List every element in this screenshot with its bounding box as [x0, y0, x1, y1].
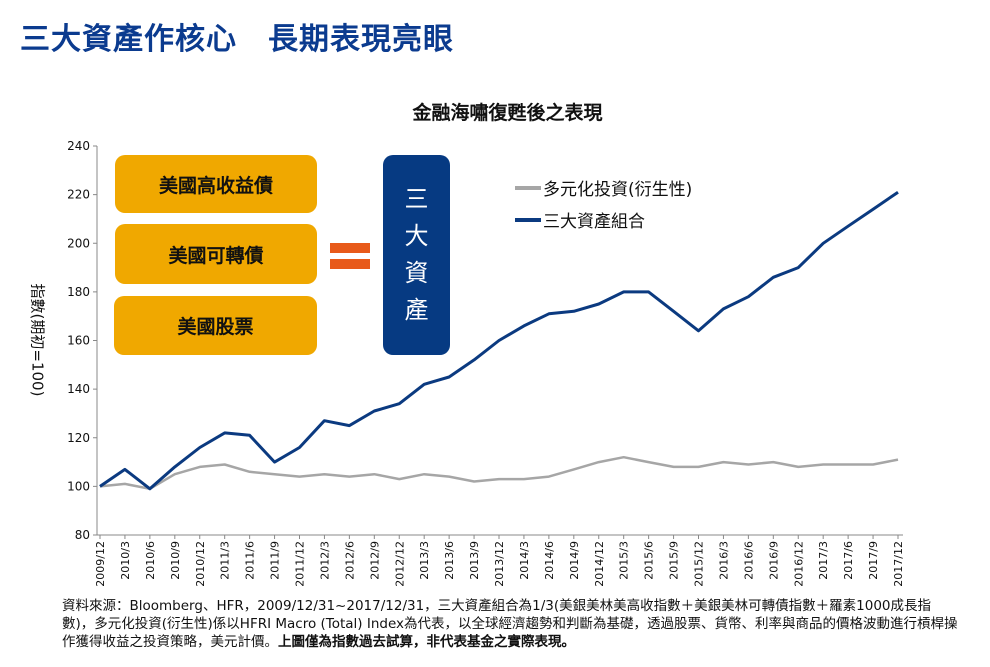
x-tick-label: 2014/3 [518, 541, 531, 580]
x-tick-label: 2016/9 [767, 541, 780, 580]
x-tick-label: 2015/12 [693, 541, 706, 587]
series-line-diversified [99, 455, 899, 491]
x-tick-label: 2015/6 [643, 541, 656, 580]
x-tick-label: 2014/12 [593, 541, 606, 587]
equals-sign-top [330, 243, 370, 253]
blue-box-char: 產 [404, 296, 429, 324]
y-tick-label: 160 [67, 334, 90, 348]
y-tick-label: 80 [75, 528, 90, 542]
legend-swatch [515, 185, 541, 190]
x-tick-label: 2010/6 [144, 541, 157, 580]
box-equity: 美國股票 [114, 296, 317, 355]
blue-box-char: 大 [404, 222, 429, 250]
footnote-disclaimer: 上圖僅為指數過去試算，非代表基金之實際表現。 [278, 634, 575, 650]
legend-label: 多元化投資(衍生性) [543, 180, 693, 200]
x-tick-label: 2012/9 [368, 541, 381, 580]
blue-box-char: 資 [404, 259, 429, 287]
x-tick-label: 2009/12 [94, 541, 107, 587]
legend-item-portfolio: 三大資產組合 [515, 207, 645, 232]
x-tick-label: 2013/3 [418, 541, 431, 580]
x-tick-label: 2010/9 [169, 541, 182, 580]
x-tick-label: 2017/6 [842, 541, 855, 580]
x-tick-label: 2011/6 [244, 541, 257, 580]
x-tick-label: 2011/12 [294, 541, 307, 587]
x-tick-label: 2016/12 [792, 541, 805, 587]
x-tick-label: 2013/6 [443, 541, 456, 580]
footnote: 資料來源：Bloomberg、HFR，2009/12/31~2017/12/31… [62, 597, 962, 651]
legend-swatch [515, 217, 541, 222]
x-tick-label: 2013/12 [493, 541, 506, 587]
page-title: 三大資產作核心 長期表現亮眼 [20, 22, 454, 57]
x-tick-label: 2017/3 [817, 541, 830, 580]
x-tick-label: 2014/6 [543, 541, 556, 580]
legend-label: 三大資產組合 [543, 212, 645, 232]
x-tick-label: 2016/6 [742, 541, 755, 580]
x-tick-label: 2013/9 [468, 541, 481, 580]
box-convertible: 美國可轉債 [115, 224, 317, 284]
x-tick-label: 2016/3 [717, 541, 730, 580]
x-tick-label: 2012/12 [393, 541, 406, 587]
x-tick-label: 2017/12 [892, 541, 905, 587]
x-tick-label: 2012/3 [318, 541, 331, 580]
three-assets-box: 三 大 資 產 [383, 155, 450, 355]
y-tick-label: 100 [67, 479, 90, 493]
box-high-yield: 美國高收益債 [115, 155, 317, 213]
legend-item-diversified: 多元化投資(衍生性) [515, 175, 692, 200]
x-tick-label: 2011/9 [269, 541, 282, 580]
y-tick-label: 200 [67, 236, 90, 250]
line-chart: 80 100 120 140 160 180 200 220 240 2009/12 2010/3 2… [67, 139, 905, 587]
chart-title: 金融海嘯復甦後之表現 [412, 102, 603, 124]
x-tick-label: 2010/12 [194, 541, 207, 587]
y-tick-label: 140 [67, 382, 90, 396]
x-tick-label: 2010/3 [119, 541, 132, 580]
x-tick-label: 2014/9 [568, 541, 581, 580]
y-tick-label: 180 [67, 285, 90, 299]
x-tick-label: 2015/9 [668, 541, 681, 580]
equals-sign-bottom [330, 259, 370, 269]
y-tick-label: 120 [67, 431, 90, 445]
y-tick-label: 220 [67, 188, 90, 202]
x-tick-label: 2017/9 [867, 541, 880, 580]
y-tick-label: 240 [67, 139, 90, 153]
x-tick-label: 2011/3 [219, 541, 232, 580]
x-tick-label: 2012/6 [343, 541, 356, 580]
footnote-text: 資料來源：Bloomberg、HFR，2009/12/31~2017/12/31… [62, 598, 958, 650]
blue-box-char: 三 [404, 185, 429, 213]
x-tick-label: 2015/3 [618, 541, 631, 580]
